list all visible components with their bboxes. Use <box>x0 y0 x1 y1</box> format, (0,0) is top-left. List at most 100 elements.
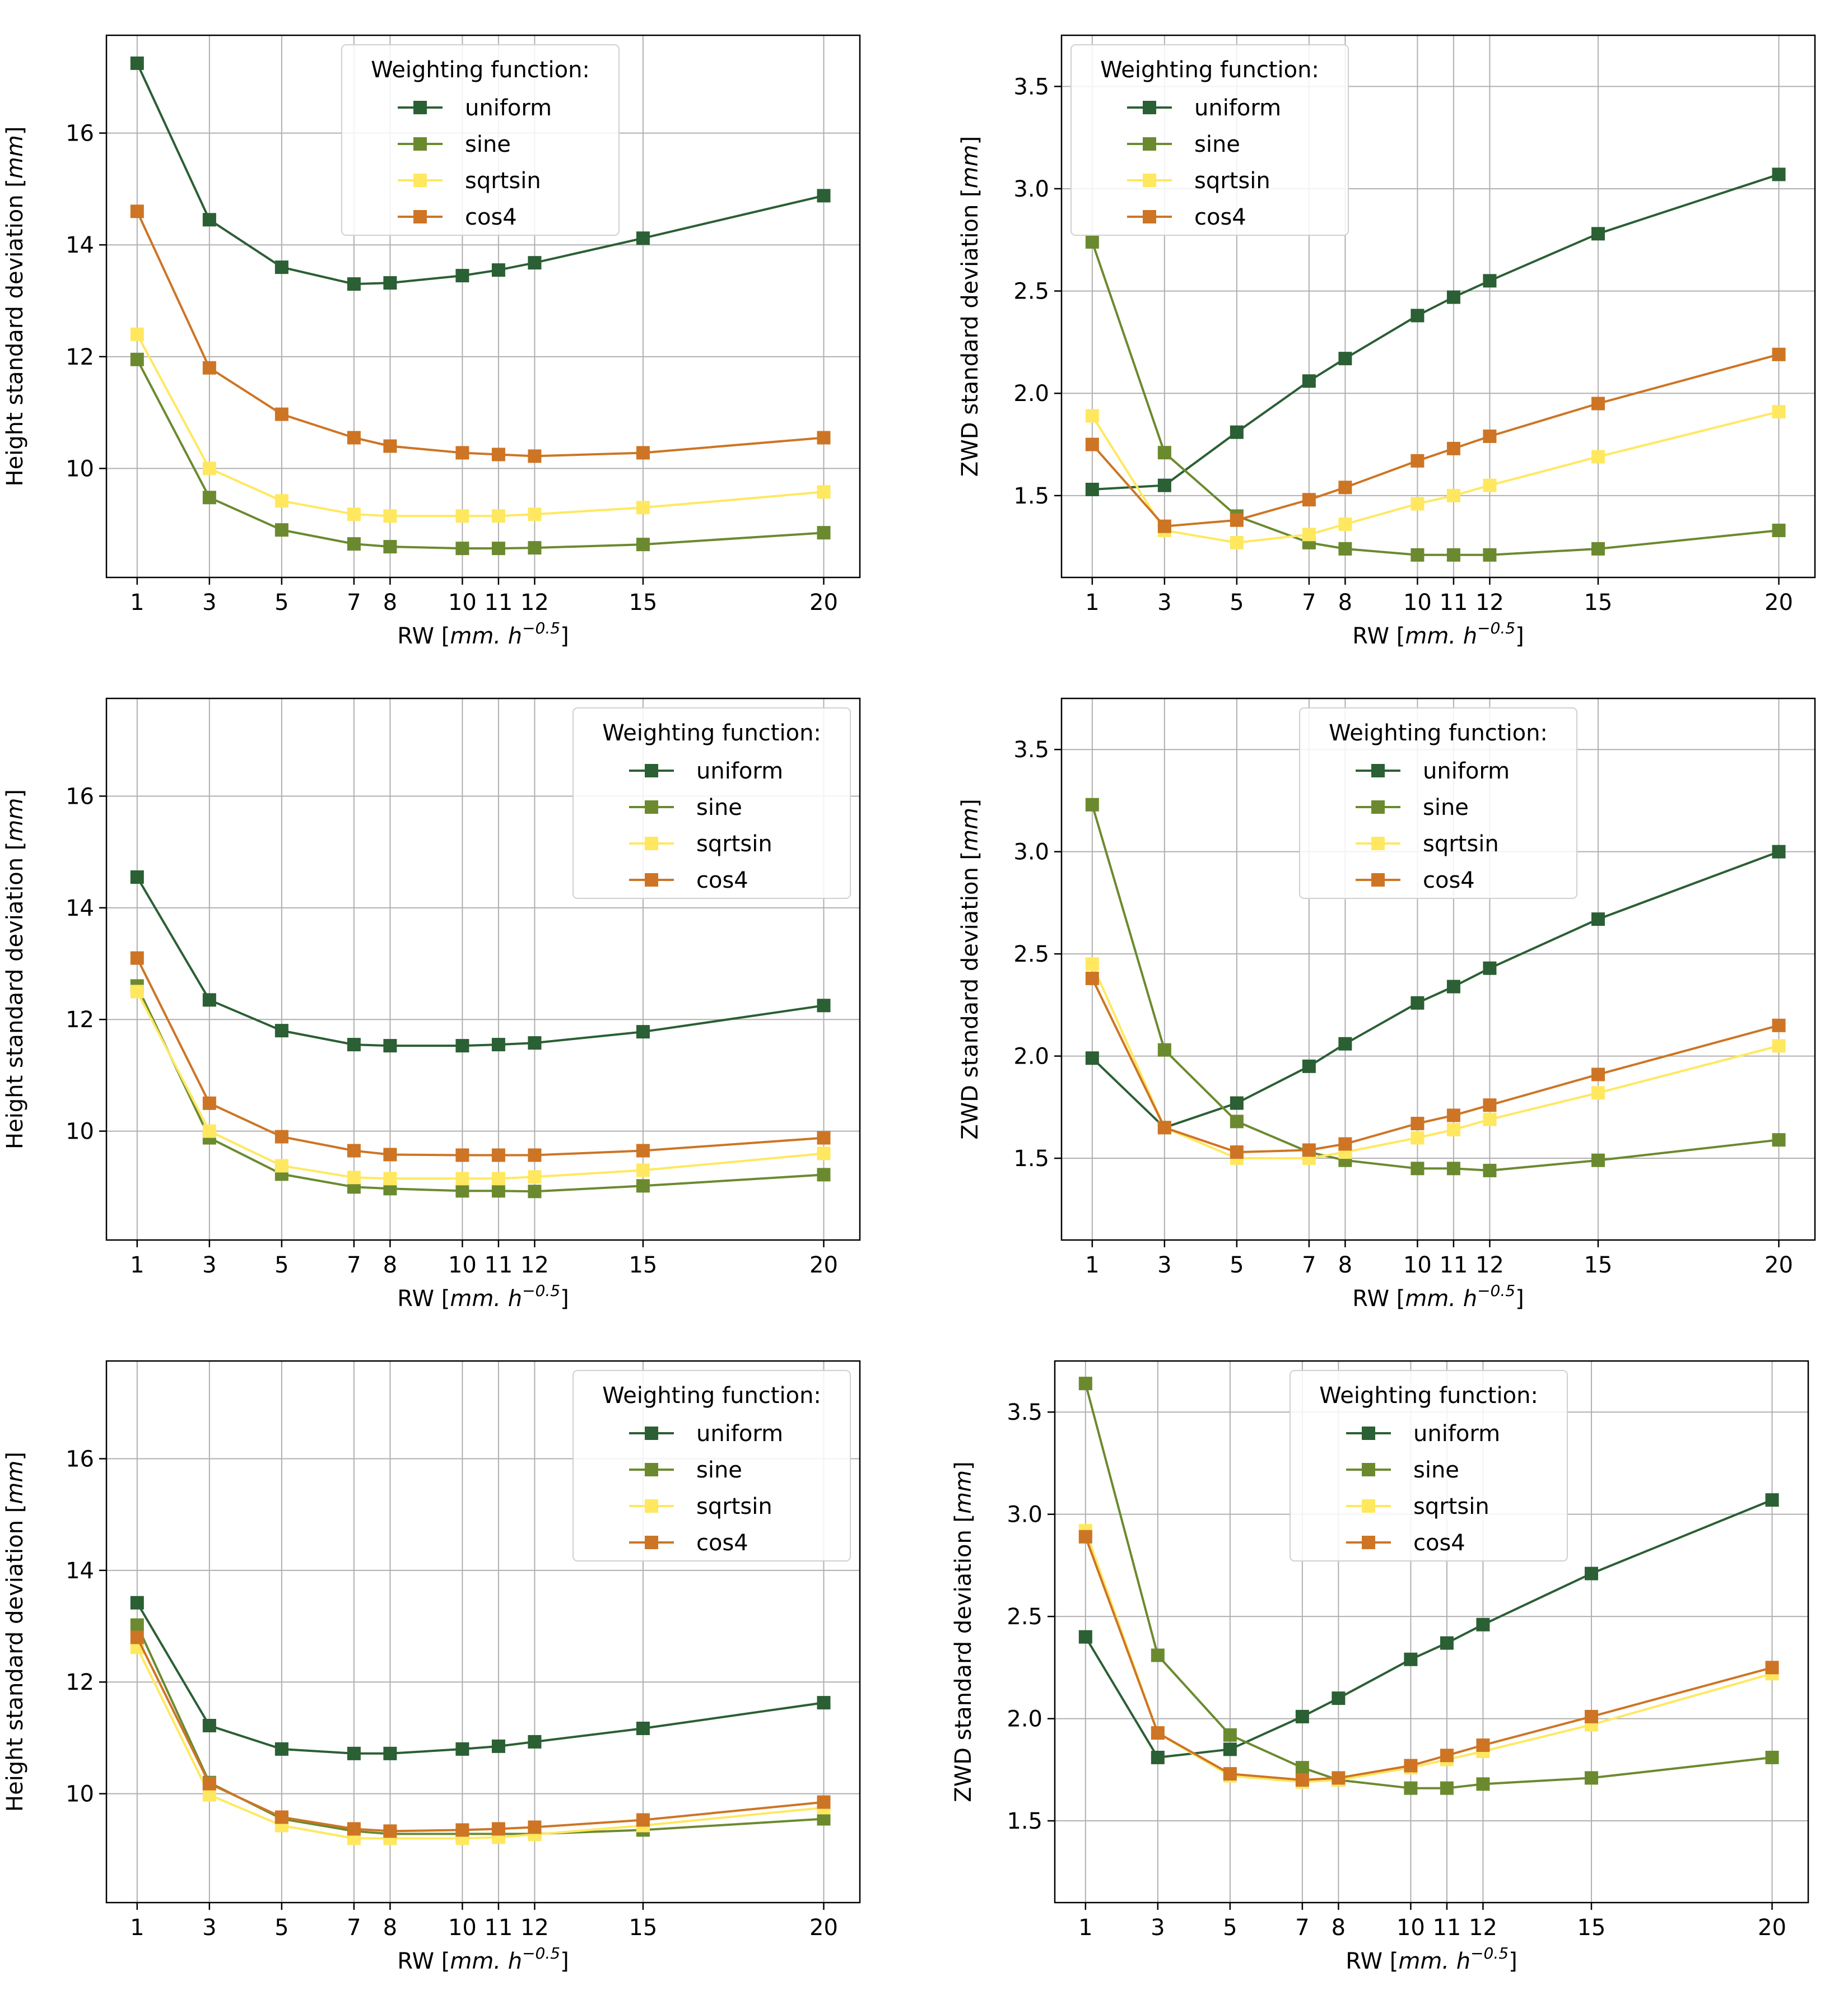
axes-frame <box>105 34 861 579</box>
data-point-uniform <box>202 993 216 1007</box>
axes-frame <box>1060 34 1816 579</box>
x-tick-label: 5 <box>274 1915 288 1941</box>
legend-title: Weighting function: <box>371 57 590 83</box>
data-point-cos4 <box>455 1148 469 1162</box>
x-tick-label: 11 <box>484 590 513 616</box>
data-point-sqrtsin <box>1411 497 1425 511</box>
y-axis-label: ZWD standard deviation [mm] <box>957 799 983 1139</box>
data-point-sine <box>1411 1162 1425 1176</box>
data-point-cos4 <box>1483 1098 1497 1112</box>
y-axis-label-bracket-close: ] <box>957 799 983 808</box>
x-axis-label-bracket-close: ] <box>1509 1949 1517 1974</box>
data-point-cos4 <box>383 439 397 453</box>
data-point-uniform <box>1591 912 1605 926</box>
data-point-sqrtsin <box>130 985 144 999</box>
x-axis-label-exponent: −0.5 <box>522 1944 560 1963</box>
legend-label-sine: sine <box>1423 795 1469 821</box>
data-point-uniform <box>455 269 469 283</box>
data-point-sine <box>1772 523 1786 537</box>
data-point-uniform <box>202 1718 216 1732</box>
series-cos4 <box>1085 347 1786 533</box>
data-point-uniform <box>1085 482 1099 496</box>
legend-item-sqrtsin: sqrtsin <box>629 831 772 857</box>
data-point-sine <box>1157 446 1171 460</box>
y-tick-label: 3.0 <box>1013 176 1049 202</box>
legend-marker-uniform <box>645 1427 658 1440</box>
y-axis-label-bracket-open: [ <box>2 179 28 194</box>
legend-marker-sine <box>1362 1463 1375 1476</box>
data-point-uniform <box>528 1735 542 1749</box>
x-tick-label: 8 <box>1332 1915 1346 1941</box>
data-point-cos4 <box>1446 1108 1460 1122</box>
data-point-cos4 <box>1411 454 1425 468</box>
data-point-sine <box>1446 1162 1460 1176</box>
x-axis-label: RW [mm. h−0.5] <box>397 619 569 649</box>
legend-label-sqrtsin: sqrtsin <box>465 168 541 194</box>
x-axis-label-name: RW <box>1352 623 1389 649</box>
x-axis-label-bracket-open: [ <box>434 1286 450 1312</box>
data-point-cos4 <box>130 1630 144 1644</box>
data-point-uniform <box>274 260 288 274</box>
y-tick-label: 1.5 <box>1013 1146 1049 1172</box>
y-axis-label-bracket-close: ] <box>2 127 28 136</box>
legend-marker-sqrtsin <box>413 174 427 187</box>
legend-label-uniform: uniform <box>696 1421 783 1447</box>
legend-item-cos4: cos4 <box>1127 204 1246 230</box>
data-point-uniform <box>817 1696 831 1710</box>
data-point-uniform <box>1765 1493 1779 1507</box>
data-point-uniform <box>528 256 542 270</box>
legend-label-uniform: uniform <box>1413 1421 1500 1447</box>
x-tick-label: 12 <box>520 1915 549 1941</box>
x-tick-label: 20 <box>1765 590 1793 616</box>
data-point-cos4 <box>1446 441 1460 455</box>
series-line-sqrtsin <box>1091 411 1779 544</box>
data-point-cos4 <box>817 1795 831 1809</box>
x-axis-label-unit: mm. h <box>1405 1286 1477 1312</box>
data-point-cos4 <box>274 1130 288 1144</box>
data-point-sine <box>1230 1115 1244 1129</box>
x-tick-label: 20 <box>809 1915 838 1941</box>
x-tick-label: 7 <box>347 1252 361 1278</box>
data-point-sqrtsin <box>202 462 216 476</box>
data-point-cos4 <box>817 1131 831 1145</box>
data-point-cos4 <box>817 431 831 445</box>
data-point-cos4 <box>1295 1773 1309 1787</box>
x-axis-label: RW [mm. h−0.5] <box>1352 619 1524 649</box>
data-point-uniform <box>383 1746 397 1760</box>
data-point-sine <box>1440 1781 1454 1795</box>
data-point-cos4 <box>1584 1709 1598 1723</box>
x-axis-label-exponent: −0.5 <box>1470 1944 1509 1963</box>
data-point-cos4 <box>528 449 542 463</box>
data-point-uniform <box>1223 1742 1237 1756</box>
data-point-sine <box>1591 542 1605 556</box>
data-point-sine <box>1223 1728 1237 1742</box>
data-point-sine <box>1584 1771 1598 1785</box>
data-point-cos4 <box>1440 1749 1454 1763</box>
y-axis-label-name: ZWD standard deviation <box>957 867 983 1140</box>
data-point-cos4 <box>455 446 469 460</box>
data-point-sqrtsin <box>1085 957 1099 971</box>
series-line-cos4 <box>136 1637 824 1833</box>
y-tick-label: 1.5 <box>1013 483 1049 509</box>
x-tick-label: 15 <box>1577 1915 1605 1941</box>
y-axis-label-bracket-close: ] <box>957 136 983 145</box>
data-point-uniform <box>1483 274 1497 288</box>
data-point-sqrtsin <box>1591 450 1605 464</box>
data-point-sine <box>636 538 650 552</box>
data-point-sine <box>455 1184 469 1198</box>
series-uniform <box>1085 167 1786 496</box>
x-tick-label: 8 <box>383 590 397 616</box>
data-point-cos4 <box>491 448 505 462</box>
y-tick-label: 16 <box>66 1446 94 1472</box>
y-axis-label-name: Height standard deviation <box>2 194 28 486</box>
data-point-sqrtsin <box>274 1159 288 1173</box>
y-axis-label-bracket-close: ] <box>2 1452 28 1461</box>
data-point-uniform <box>383 1039 397 1053</box>
data-point-cos4 <box>528 1148 542 1162</box>
data-point-sine <box>1476 1777 1490 1791</box>
data-point-uniform <box>1591 227 1605 241</box>
legend-marker-cos4 <box>1371 873 1385 887</box>
